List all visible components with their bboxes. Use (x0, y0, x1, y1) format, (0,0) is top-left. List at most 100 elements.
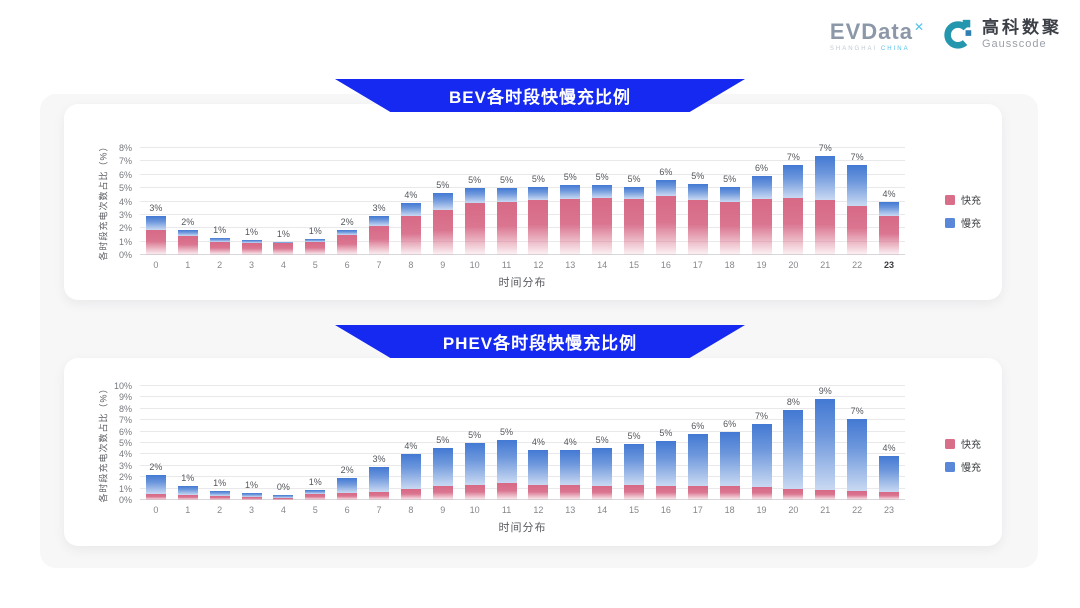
bar-value-label: 5% (659, 427, 673, 438)
bar-segment-slow-charge (496, 439, 517, 483)
bar-value-label: 5% (436, 434, 450, 445)
x-tick-label: 7 (376, 505, 382, 515)
bar-group: 1% 3 (236, 148, 268, 270)
bar-segment-fast-charge (560, 485, 581, 500)
bar-segment-fast-charge (815, 200, 836, 255)
x-tick-label: 22 (852, 260, 863, 270)
y-tick-label: 5% (118, 438, 132, 448)
y-tick-label: 3% (118, 460, 132, 471)
legend-label: 慢充 (961, 219, 981, 230)
bev-chart-card: 各时段充电次数占比（%） 时间分布 0% 1% 2% 3% 4% 5% 6% 7% 8% 3% 0 2… (64, 104, 1002, 300)
phev-chart-card: 各时段充电次数占比（%） 时间分布 0% 1% 2% 3% 4% 5% 6% 7% 8% 9% 10… (64, 358, 1002, 546)
bar-stack (783, 409, 804, 500)
bar-segment-fast-charge (273, 497, 294, 500)
gridline (140, 396, 905, 398)
bar-segment-fast-charge (209, 496, 230, 500)
bar-segment-slow-charge (528, 186, 549, 201)
bar-value-label: 1% (245, 226, 259, 237)
x-tick-label: 10 (469, 505, 480, 515)
bar-value-label: 4% (882, 188, 896, 199)
evdata-logo: EVData✕ SHANGHAI CHINA (830, 16, 925, 52)
gridline (140, 499, 905, 500)
bar-segment-slow-charge (751, 423, 772, 488)
bar-stack (369, 466, 390, 500)
evdata-wordmark: EVData✕ (830, 16, 925, 43)
bar-segment-fast-charge (337, 493, 358, 500)
x-tick-label: 18 (724, 505, 735, 515)
y-tick-label: 2% (118, 223, 132, 234)
bar-value-label: 3% (372, 203, 386, 214)
bar-value-label: 4% (404, 441, 418, 452)
x-tick-label: 5 (312, 260, 318, 270)
gridline (140, 430, 905, 432)
bar-segment-fast-charge (496, 201, 517, 255)
bar-segment-slow-charge (241, 239, 262, 243)
bar-stack (560, 449, 581, 500)
bar-segment-fast-charge (209, 241, 230, 255)
gridline (140, 227, 905, 229)
x-tick-label: 19 (756, 505, 767, 515)
legend-item: 快充 (945, 192, 981, 207)
bar-group: 6% 17 (682, 386, 714, 515)
bar-group: 1% 2 (204, 386, 236, 515)
legend-swatch-icon (945, 438, 955, 449)
x-tick-label: 17 (692, 260, 703, 270)
bar-segment-slow-charge (177, 229, 198, 237)
bar-segment-slow-charge (400, 454, 421, 489)
bar-value-label: 5% (531, 173, 545, 184)
bar-value-label: 7% (818, 143, 832, 154)
bar-group: 4% 8 (395, 148, 427, 270)
bar-segment-fast-charge (305, 241, 326, 255)
bar-segment-fast-charge (655, 486, 676, 500)
header: EVData✕ SHANGHAI CHINA 高科数聚 Gausscode (830, 16, 1062, 52)
bar-value-label: 2% (149, 461, 163, 472)
bar-segment-slow-charge (337, 478, 358, 494)
x-tick-label: 23 (884, 260, 895, 270)
bar-group: 2% 1 (172, 148, 204, 270)
bar-stack (177, 229, 198, 255)
x-tick-label: 6 (344, 505, 350, 515)
bar-value-label: 0% (276, 481, 290, 492)
bar-segment-fast-charge (687, 486, 708, 500)
bar-stack (847, 419, 868, 500)
phev-chart-title: PHEV各时段快慢充比例 (442, 334, 638, 353)
y-tick-label: 1% (118, 483, 132, 494)
x-tick-label: 11 (501, 260, 512, 270)
phev-plot-area: 时间分布 0% 1% 2% 3% 4% 5% 6% 7% 8% 9% 10% 2% 0 1% 1 1% 2 1% 3… (114, 381, 905, 534)
gridline (140, 173, 905, 175)
bar-group: 8% 20 (778, 386, 810, 515)
y-tick-label: 7% (118, 156, 132, 167)
y-tick-label: 4% (118, 449, 132, 460)
bar-segment-fast-charge (847, 205, 868, 255)
bar-stack (273, 241, 294, 255)
x-tick-label: 21 (820, 505, 831, 515)
x-tick-label: 14 (597, 505, 608, 515)
gridline (140, 160, 905, 162)
bar-value-label: 1% (181, 472, 195, 483)
bar-value-label: 5% (627, 173, 641, 184)
x-tick-label: 11 (501, 505, 512, 515)
bar-value-label: 3% (372, 453, 386, 464)
bar-segment-slow-charge (592, 447, 613, 487)
x-tick-label: 1 (185, 260, 191, 270)
bar-segment-fast-charge (560, 198, 581, 255)
bar-group: 5% 10 (459, 386, 491, 515)
bar-value-label: 7% (850, 406, 864, 417)
bar-group: 1% 5 (299, 148, 331, 270)
bar-stack (369, 216, 390, 255)
bar-segment-fast-charge (496, 482, 517, 500)
x-tick-label: 16 (660, 505, 671, 515)
bar-segment-fast-charge (879, 492, 900, 500)
bar-segment-fast-charge (369, 225, 390, 255)
gridline (140, 464, 905, 466)
bar-value-label: 4% (882, 442, 896, 453)
bar-group: 5% 11 (491, 386, 523, 515)
bar-group: 7% 22 (841, 148, 873, 270)
bar-stack (847, 165, 868, 255)
bar-stack (177, 485, 198, 500)
bar-group: 4% 12 (523, 386, 555, 515)
bev-plot-area: 时间分布 0% 1% 2% 3% 4% 5% 6% 7% 8% 3% 0 2% 1 1% 2 1% 3 1% 4 1%… (119, 143, 905, 289)
bar-segment-slow-charge (624, 444, 645, 486)
bar-segment-slow-charge (241, 492, 262, 497)
bar-segment-slow-charge (369, 466, 390, 493)
